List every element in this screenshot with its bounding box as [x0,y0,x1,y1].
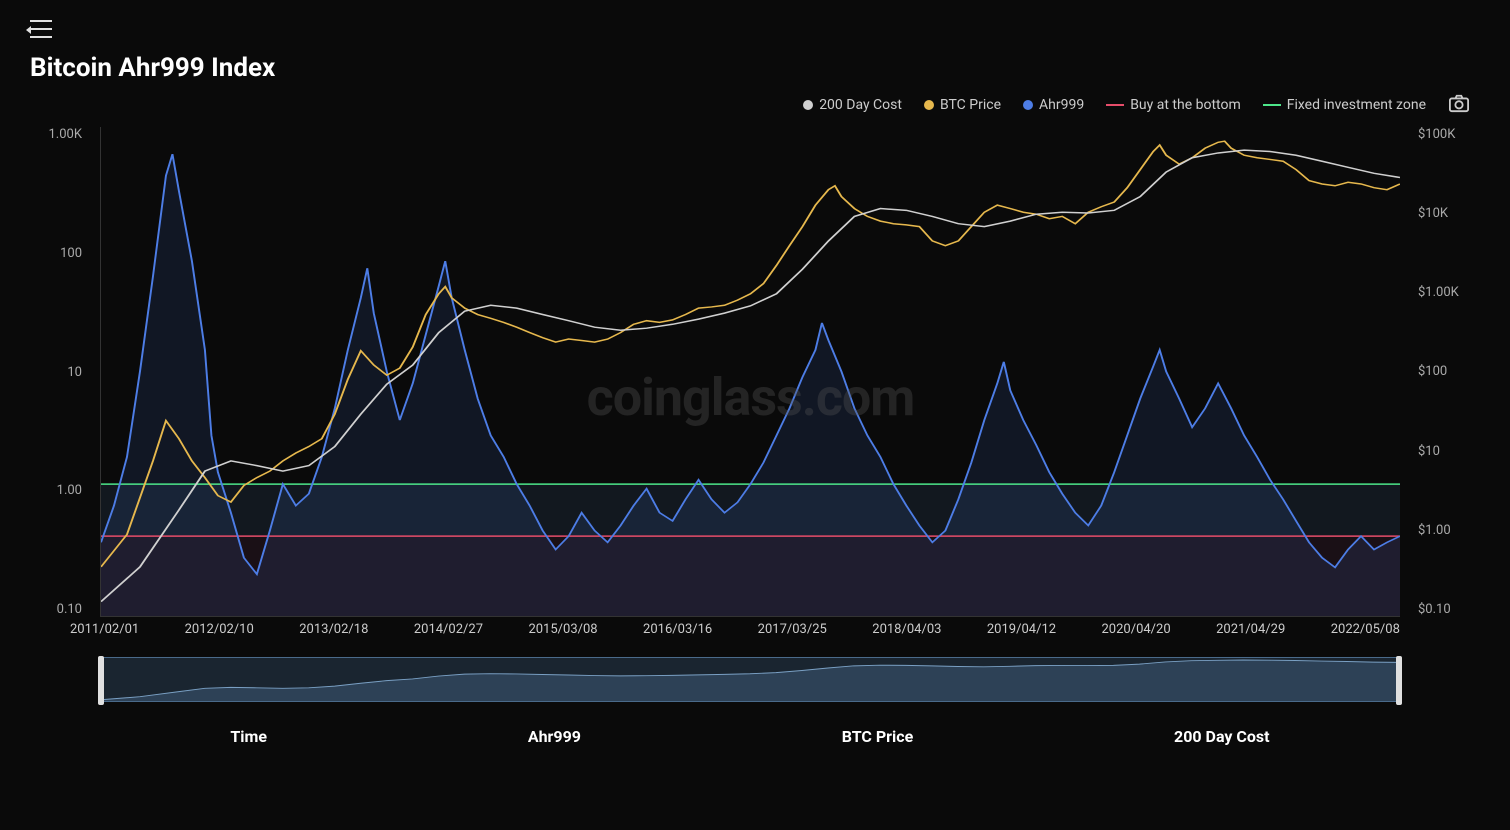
legend-200-day-cost[interactable]: 200 Day Cost [803,97,902,113]
legend-dot [924,100,934,110]
legend-fixed-zone[interactable]: Fixed investment zone [1263,97,1426,113]
legend-ahr999[interactable]: Ahr999 [1023,97,1084,113]
time-brush[interactable] [100,657,1400,702]
legend-buy-bottom[interactable]: Buy at the bottom [1106,97,1241,113]
brush-handle-left[interactable] [98,656,104,705]
page-title: Bitcoin Ahr999 Index [30,53,1480,83]
legend-line [1106,104,1124,106]
y-axis-right: $100K$10K$1.00K$100$10$1.00$0.10 [1410,127,1480,617]
legend-label: Fixed investment zone [1287,97,1426,113]
chart-legend: 200 Day Cost BTC Price Ahr999 Buy at the… [30,93,1480,117]
brush-handle-right[interactable] [1396,656,1402,705]
chart-plot[interactable]: coinglass.com [100,127,1400,617]
legend-dot [803,100,813,110]
legend-label: BTC Price [940,97,1001,113]
menu-icon[interactable] [30,20,52,38]
y-axis-left: 1.00K100101.000.10 [30,127,90,617]
legend-label: Ahr999 [1039,97,1084,113]
x-axis: 2011/02/012012/02/102013/02/182014/02/27… [70,622,1400,637]
legend-label: 200 Day Cost [819,97,902,113]
legend-label: Buy at the bottom [1130,97,1241,113]
legend-dot [1023,100,1033,110]
chart-area: 1.00K100101.000.10 $100K$10K$1.00K$100$1… [30,127,1480,727]
legend-btc-price[interactable]: BTC Price [924,97,1001,113]
legend-line [1263,104,1281,106]
screenshot-icon[interactable] [1448,93,1470,117]
column-headers: TimeAhr999BTC Price200 Day Cost [100,727,1400,746]
